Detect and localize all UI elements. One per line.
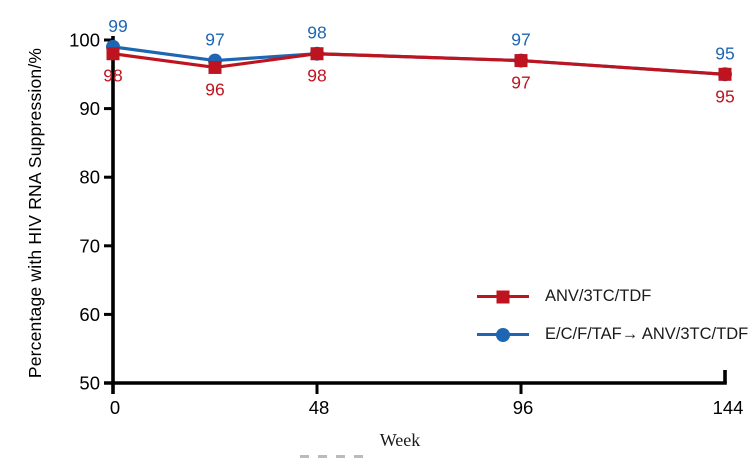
y-tick-label: 60 xyxy=(79,304,100,325)
series-line-ANV/3TC/TDF xyxy=(112,52,726,76)
y-axis-title: Percentage with HIV RNA Suppression/% xyxy=(25,47,45,379)
data-point-marker xyxy=(106,47,120,61)
data-point-label: 95 xyxy=(715,86,734,106)
cropped-caption-fragment xyxy=(300,455,363,458)
series-line-E/C/F/TAF→ ANV/3TC/TDF xyxy=(112,45,726,76)
y-tick-label: 50 xyxy=(79,373,100,394)
data-point-label: 98 xyxy=(307,23,326,43)
legend-label: ANV/3TC/TDF xyxy=(545,287,652,305)
data-point-label: 97 xyxy=(205,30,224,50)
data-point-label: 99 xyxy=(108,16,127,36)
data-point-marker xyxy=(718,67,732,81)
y-tick-label: 70 xyxy=(79,235,100,256)
data-point-marker xyxy=(310,47,324,61)
data-point-label: 98 xyxy=(103,66,122,86)
red-square-series-marker-icon xyxy=(477,289,529,304)
legend-label: E/C/F/TAF→ ANV/3TC/TDF xyxy=(545,325,749,343)
legend-item-ecftaf-to-anv-3tc-tdf: E/C/F/TAF→ ANV/3TC/TDF xyxy=(477,325,748,344)
x-tick-label: 48 xyxy=(309,397,330,418)
data-point-label: 97 xyxy=(511,30,530,50)
y-tick-label: 90 xyxy=(79,98,100,119)
data-point-label: 96 xyxy=(205,79,224,99)
x-axis-title: Week xyxy=(379,430,421,450)
data-point-marker xyxy=(208,60,222,74)
x-tick-label: 144 xyxy=(713,397,744,418)
legend-item-anv-3tc-tdf: ANV/3TC/TDF xyxy=(477,287,748,306)
y-tick-label: 80 xyxy=(79,167,100,188)
blue-circle-series-marker-icon xyxy=(477,327,529,342)
y-tick-label: 100 xyxy=(69,30,100,51)
x-tick-label: 96 xyxy=(513,397,534,418)
x-tick-label: 0 xyxy=(110,397,120,418)
data-point-label: 95 xyxy=(715,43,734,63)
data-point-marker xyxy=(514,54,528,68)
data-point-label: 97 xyxy=(511,73,530,93)
data-point-label: 98 xyxy=(307,66,326,86)
legend: ANV/3TC/TDF E/C/F/TAF→ ANV/3TC/TDF xyxy=(477,287,748,344)
